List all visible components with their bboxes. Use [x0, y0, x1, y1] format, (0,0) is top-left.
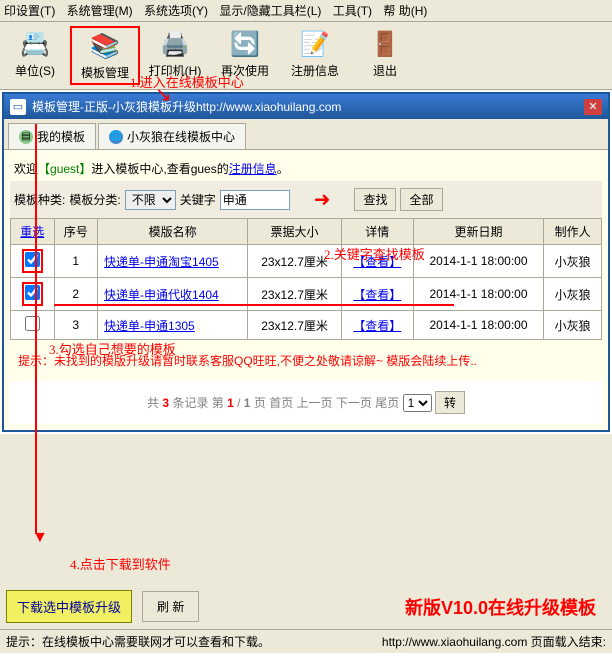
menu-help[interactable]: 帮 助(H)	[383, 4, 427, 18]
tb-register[interactable]: 📝注册信息	[280, 26, 350, 85]
app-icon: ▭	[10, 99, 26, 115]
detail-link[interactable]: 【查看】	[353, 319, 401, 333]
first-page[interactable]: 首页	[269, 396, 293, 410]
refresh-button[interactable]: 刷 新	[142, 591, 199, 622]
menu-bar: 印设置(T) 系统管理(M) 系统选项(Y) 显示/隐藏工具栏(L) 工具(T)…	[0, 0, 612, 22]
col-size: 票据大小	[248, 219, 342, 245]
search-button[interactable]: 查找	[354, 188, 396, 211]
tb-exit[interactable]: 🚪退出	[350, 26, 420, 85]
col-date: 更新日期	[413, 219, 544, 245]
row-size: 23x12.7厘米	[248, 245, 342, 278]
menu-tools[interactable]: 工具(T)	[333, 4, 372, 18]
arrow-4-icon: ▼	[32, 529, 48, 547]
menu-sys[interactable]: 系统管理(M)	[67, 4, 133, 18]
tb-printer[interactable]: 🖨️打印机(H)	[140, 26, 210, 85]
tb-template-mgr[interactable]: 📚模板管理	[70, 26, 140, 85]
tab-bar: ▤我的模板 🌐小灰狼在线模板中心	[4, 119, 608, 150]
main-toolbar: 📇单位(S) 📚模板管理 🖨️打印机(H) 🔄再次使用 📝注册信息 🚪退出	[0, 22, 612, 90]
table-row: 1 快递单-申通淘宝1405 23x12.7厘米【查看】 2014-1-1 18:00…	[11, 245, 602, 278]
row-no: 2	[54, 278, 98, 311]
register-icon: 📝	[299, 28, 331, 60]
menu-print[interactable]: 印设置(T)	[4, 4, 55, 18]
my-templates-icon: ▤	[19, 130, 33, 144]
tab-my-templates[interactable]: ▤我的模板	[8, 123, 96, 149]
annot-4: 4.点击下载到软件	[70, 554, 171, 573]
spacer: 4.点击下载到软件 ▼	[0, 434, 612, 584]
row-author: 小灰狼	[544, 311, 602, 340]
keyword-input[interactable]	[220, 190, 290, 210]
template-link[interactable]: 快递单-申通1305	[104, 319, 195, 333]
status-left: 提示：在线模板中心需要联网才可以查看和下载。	[6, 633, 270, 650]
hint-text: 提示：未找到的模版升级请暂时联系客服QQ旺旺,不便之处敬请谅解~ 模版会陆续上传…	[10, 340, 602, 381]
row-date: 2014-1-1 18:00:00	[413, 278, 544, 311]
all-button[interactable]: 全部	[400, 188, 442, 211]
row-date: 2014-1-1 18:00:00	[413, 245, 544, 278]
row-size: 23x12.7厘米	[248, 311, 342, 340]
col-name: 模版名称	[98, 219, 248, 245]
table-row: 3 快递单-申通1305 23x12.7厘米【查看】 2014-1-1 18:00:0…	[11, 311, 602, 340]
exit-icon: 🚪	[369, 28, 401, 60]
row-no: 1	[54, 245, 98, 278]
col-detail: 详情	[341, 219, 413, 245]
download-button[interactable]: 下载选中模板升级	[6, 590, 132, 623]
welcome-text: 欢迎【guest】进入模板中心,查看gues的注册信息。	[10, 156, 602, 181]
tab-online-center[interactable]: 🌐小灰狼在线模板中心	[98, 123, 246, 149]
tb-reuse[interactable]: 🔄再次使用	[210, 26, 280, 85]
detail-link[interactable]: 【查看】	[353, 288, 401, 302]
template-link[interactable]: 快递单-申通淘宝1405	[104, 255, 219, 269]
col-reselect[interactable]: 重选	[11, 219, 55, 245]
template-icon: 📚	[89, 30, 121, 62]
prev-page[interactable]: 上一页	[297, 396, 333, 410]
go-button[interactable]: 转	[435, 391, 465, 414]
col-no: 序号	[54, 219, 98, 245]
content-area: 欢迎【guest】进入模板中心,查看gues的注册信息。 2.关键字查找模板 模…	[4, 150, 608, 430]
row-author: 小灰狼	[544, 278, 602, 311]
template-link[interactable]: 快递单-申通代收1404	[104, 288, 219, 302]
menu-opt[interactable]: 系统选项(Y)	[144, 4, 208, 18]
label-keyword: 关键字	[180, 191, 216, 208]
category-select[interactable]: 不限	[125, 190, 176, 210]
search-row: 模板种类: 模板分类: 不限 关键字 ➜ 查找 全部	[10, 181, 602, 218]
next-page[interactable]: 下一页	[336, 396, 372, 410]
unit-icon: 📇	[19, 28, 51, 60]
row-checkbox[interactable]	[25, 285, 40, 300]
detail-link[interactable]: 【查看】	[353, 255, 401, 269]
footer-bar: 下载选中模板升级 刷 新 新版V10.0在线升级模板	[0, 584, 612, 629]
row-author: 小灰狼	[544, 245, 602, 278]
pager: 共 3 条记录 第 1 / 1 页 首页 上一页 下一页 尾页 1 转	[10, 381, 602, 424]
version-text: 新版V10.0在线升级模板	[405, 594, 606, 620]
status-bar: 提示：在线模板中心需要联网才可以查看和下载。 http://www.xiaohu…	[0, 629, 612, 653]
status-right: http://www.xiaohuilang.com 页面载入结束:	[382, 633, 606, 650]
table-row: 2 快递单-申通代收1404 23x12.7厘米【查看】 2014-1-1 18:00…	[11, 278, 602, 311]
row-no: 3	[54, 311, 98, 340]
printer-icon: 🖨️	[159, 28, 191, 60]
page-select[interactable]: 1	[403, 394, 432, 412]
register-link[interactable]: 注册信息	[229, 162, 277, 176]
window-title: 模板管理-正版-小灰狼模板升级http://www.xiaohuilang.co…	[32, 98, 341, 115]
close-button[interactable]: ✕	[584, 99, 602, 115]
template-window: ▭ 模板管理-正版-小灰狼模板升级http://www.xiaohuilang.…	[2, 92, 610, 432]
menu-toolbar[interactable]: 显示/隐藏工具栏(L)	[219, 4, 321, 18]
reuse-icon: 🔄	[229, 28, 261, 60]
label-kind: 模板种类:	[14, 191, 65, 208]
row-checkbox[interactable]	[25, 316, 40, 331]
col-author: 制作人	[544, 219, 602, 245]
template-table: 重选 序号 模版名称 票据大小 详情 更新日期 制作人 1 快递单-申通淘宝140…	[10, 218, 602, 340]
arrow-2-icon: ➜	[314, 187, 331, 212]
row-size: 23x12.7厘米	[248, 278, 342, 311]
row-date: 2014-1-1 18:00:00	[413, 311, 544, 340]
row-checkbox[interactable]	[25, 252, 40, 267]
titlebar: ▭ 模板管理-正版-小灰狼模板升级http://www.xiaohuilang.…	[4, 94, 608, 119]
last-page[interactable]: 尾页	[375, 396, 399, 410]
label-cat: 模板分类:	[69, 191, 120, 208]
globe-icon: 🌐	[109, 130, 123, 144]
tb-unit[interactable]: 📇单位(S)	[0, 26, 70, 85]
